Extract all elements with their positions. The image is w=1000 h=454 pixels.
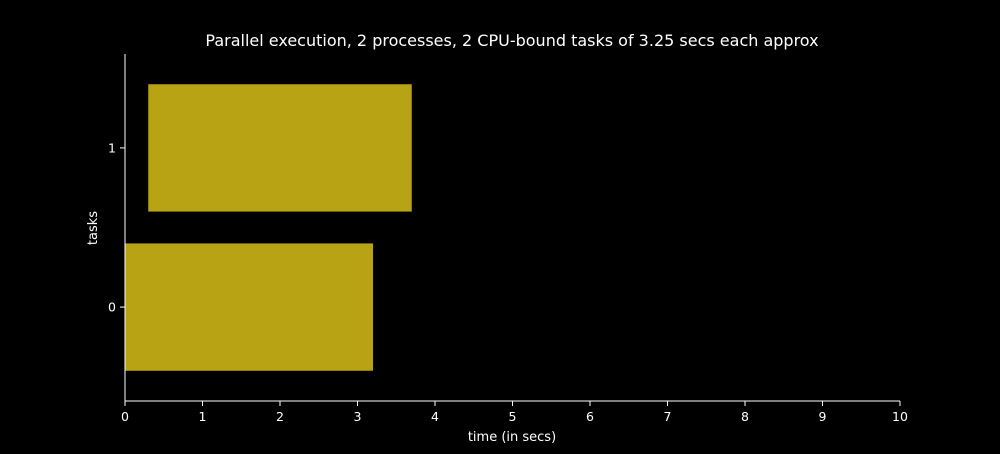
x-tick-label: 0 (121, 409, 129, 424)
x-tick-label: 9 (819, 409, 827, 424)
x-tick-label: 6 (586, 409, 594, 424)
y-axis-label: tasks (86, 211, 101, 245)
bar-task-1 (148, 84, 412, 212)
bar-task-0 (125, 243, 373, 371)
x-ticks-layer: 0 1 2 3 4 5 6 7 8 9 10 (121, 401, 908, 424)
x-tick-label: 1 (199, 409, 207, 424)
x-tick-label: 4 (431, 409, 439, 424)
chart-title: Parallel execution, 2 processes, 2 CPU-b… (205, 31, 818, 50)
x-tick-label: 2 (276, 409, 284, 424)
x-tick-label: 3 (354, 409, 362, 424)
y-ticks-layer: 01 (108, 140, 125, 315)
y-tick-label: 0 (108, 300, 116, 315)
x-tick-label: 10 (892, 409, 908, 424)
x-tick-label: 7 (664, 409, 672, 424)
x-tick-label: 8 (741, 409, 749, 424)
y-tick-label: 1 (108, 140, 116, 155)
bars-layer (125, 84, 412, 371)
x-tick-label: 5 (509, 409, 517, 424)
x-axis-label: time (in secs) (468, 430, 556, 445)
